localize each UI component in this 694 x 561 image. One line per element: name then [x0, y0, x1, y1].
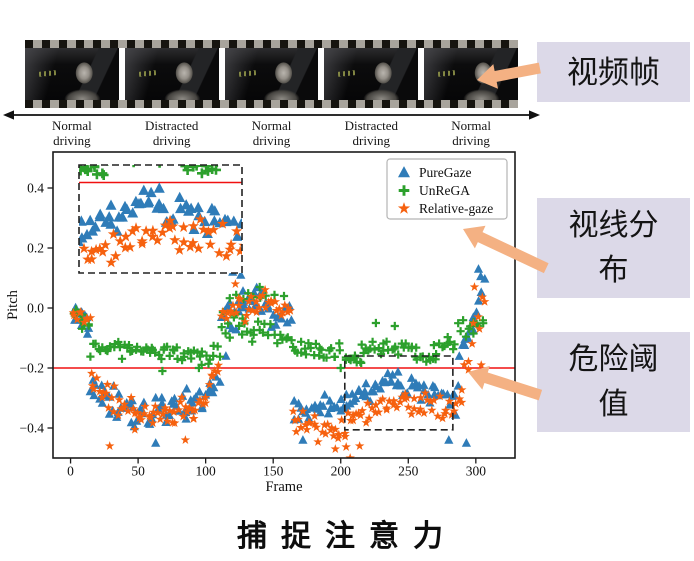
svg-text:−0.2: −0.2 — [20, 361, 45, 376]
timeline-label-2: Distracted driving — [125, 118, 219, 148]
svg-text:−0.4: −0.4 — [20, 421, 45, 436]
timeline-label-3: Normal driving — [225, 118, 319, 148]
y-axis-label: Pitch — [5, 289, 21, 320]
legend: PureGaze UnReGA Relative-gaze — [386, 158, 508, 220]
video-frame-3 — [224, 48, 319, 100]
scatter-unrega — [69, 282, 488, 376]
timeline-label-5: Normal driving — [424, 118, 518, 148]
video-frame-4 — [324, 48, 419, 100]
scatter-relative-gaze — [68, 279, 490, 458]
annotation-gaze-distribution: 视线分 布 — [537, 198, 690, 298]
x-axis-ticks: 0 50 100 150 200 250 300 — [67, 458, 486, 479]
svg-text:300: 300 — [466, 464, 487, 479]
timeline-arrowhead-right — [529, 110, 540, 120]
video-frame-5 — [424, 48, 518, 100]
timeline-label-2-line2: driving — [152, 132, 191, 148]
svg-text:0.4: 0.4 — [27, 181, 44, 196]
timeline-label-4-line1: Distracted — [344, 118, 398, 133]
svg-text:0.2: 0.2 — [27, 241, 44, 256]
timeline-label-1-line2: driving — [53, 132, 91, 148]
legend-box — [386, 158, 508, 220]
plot-border — [52, 151, 516, 459]
scatter-series — [68, 264, 490, 458]
svg-text:150: 150 — [263, 464, 284, 479]
pitch-chart: 0 50 100 150 200 250 300 0.4 0.2 0.0 −0.2 −0.4 Fra… — [5, 151, 516, 495]
timeline-label-5-line2: driving — [452, 132, 490, 148]
zoom-source-rect — [343, 355, 454, 431]
zoom-inset — [78, 164, 243, 274]
video-frame-2 — [124, 48, 219, 100]
timeline-label-1-line1: Normal — [52, 118, 92, 133]
y-axis-ticks: 0.4 0.2 0.0 −0.2 −0.4 — [20, 181, 53, 436]
x-axis-label: Frame — [265, 479, 302, 495]
timeline-label-4: Distracted driving — [324, 118, 418, 148]
video-frame-1 — [25, 48, 119, 100]
svg-text:0.0: 0.0 — [27, 301, 44, 316]
zoom-inset-points — [79, 165, 242, 268]
svg-text:200: 200 — [331, 464, 352, 479]
film-frames-row — [25, 48, 518, 100]
annotation-video-frame: 视频帧 — [537, 42, 690, 102]
svg-text:100: 100 — [196, 464, 217, 479]
svg-text:0: 0 — [67, 464, 74, 479]
timeline-label-5-line1: Normal — [451, 118, 491, 133]
timeline-arrowhead-left — [3, 110, 14, 120]
arrow-to-danger-threshold — [468, 365, 543, 401]
legend-label-puregaze: PureGaze — [419, 165, 471, 180]
figure-caption: 捕捉注意力 — [237, 520, 457, 553]
svg-text:50: 50 — [131, 464, 145, 479]
timeline-label-4-line2: driving — [352, 132, 391, 148]
legend-markers — [397, 166, 411, 214]
timeline-label-2-line1: Distracted — [144, 118, 199, 133]
svg-text:250: 250 — [398, 464, 419, 479]
annotation-danger-threshold: 危险阈 值 — [537, 332, 690, 432]
timeline-labels: Normal driving Distracted driving Normal… — [25, 118, 518, 148]
legend-label-relative-gaze: Relative-gaze — [419, 201, 493, 216]
timeline-label-3-line2: driving — [252, 132, 291, 148]
legend-label-unrega: UnReGA — [419, 183, 470, 198]
film-strip — [25, 40, 518, 108]
timeline-label-3-line1: Normal — [251, 118, 292, 133]
scatter-puregaze — [70, 264, 490, 447]
timeline-label-1: Normal driving — [25, 118, 119, 148]
